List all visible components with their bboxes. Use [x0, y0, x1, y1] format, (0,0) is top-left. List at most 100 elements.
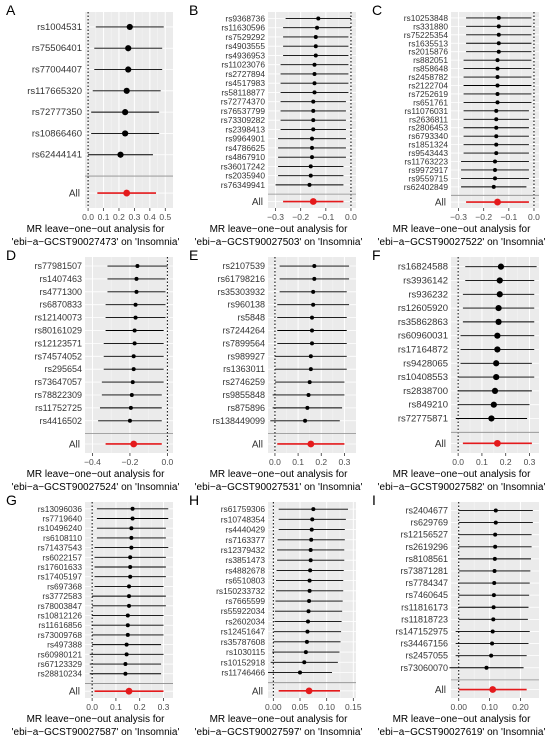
- snp-point: [491, 617, 496, 622]
- snp-point: [310, 517, 315, 522]
- snp-label: rs6108110: [43, 533, 82, 543]
- snp-point: [494, 346, 501, 353]
- x-tick-label: 0.20: [512, 702, 529, 712]
- snp-label: rs138449099: [212, 416, 265, 426]
- overall-point: [493, 439, 501, 447]
- snp-label: rs10152918: [221, 657, 266, 667]
- plot-background: [85, 12, 173, 208]
- snp-label: rs73009768: [38, 630, 83, 640]
- snp-point: [128, 555, 133, 560]
- snp-label: rs936232: [408, 289, 448, 300]
- overall-label: All: [69, 189, 80, 200]
- snp-point: [134, 276, 139, 281]
- snp-label: rs77981507: [34, 261, 82, 271]
- x-tick-label: 0.2: [113, 212, 125, 222]
- snp-point: [491, 605, 496, 610]
- snp-label: rs60980121: [38, 649, 83, 659]
- snp-point: [493, 520, 498, 525]
- snp-label: rs34467156: [400, 639, 448, 649]
- snp-label: rs67123329: [38, 659, 83, 669]
- snp-label: rs72777350: [32, 107, 82, 118]
- overall-point: [305, 687, 313, 695]
- snp-label: rs295654: [44, 364, 82, 374]
- snp-point: [133, 315, 138, 320]
- snp-point: [493, 544, 498, 549]
- snp-point: [311, 127, 316, 132]
- snp-label: rs58118877: [221, 87, 265, 97]
- snp-label: rs62402849: [404, 182, 449, 192]
- snp-label: rs150233732: [216, 586, 265, 596]
- overall-label: All: [435, 439, 446, 450]
- x-axis-title-line: 'ebi−a−GCST90027524' on 'Insomnia': [12, 482, 180, 493]
- snp-point: [307, 182, 312, 187]
- snp-label: rs2458782: [408, 72, 448, 82]
- snp-point: [130, 516, 135, 521]
- snp-label: rs73647057: [34, 377, 82, 387]
- x-tick-label: 0.2: [315, 457, 327, 467]
- snp-label: rs1851324: [408, 140, 448, 150]
- snp-point: [302, 660, 307, 665]
- snp-point: [495, 304, 502, 312]
- snp-point: [305, 629, 310, 634]
- snp-label: rs11076031: [404, 106, 448, 116]
- x-tick-label: 0.05: [292, 702, 309, 712]
- overall-label: All: [252, 686, 263, 697]
- overall-label: All: [252, 197, 263, 208]
- snp-label: rs13096036: [38, 504, 83, 514]
- snp-label: rs2727894: [225, 69, 265, 79]
- snp-point: [306, 392, 311, 397]
- snp-label: rs7252619: [408, 89, 448, 99]
- x-tick-label: −0.2: [122, 457, 139, 467]
- snp-point: [126, 23, 133, 31]
- snp-label: rs6510803: [225, 576, 265, 586]
- snp-point: [490, 629, 495, 634]
- snp-point: [311, 289, 316, 294]
- x-tick-label: 0.1: [476, 457, 488, 467]
- snp-label: rs629769: [410, 518, 448, 528]
- x-tick-label: 0.0: [269, 457, 281, 467]
- snp-point: [122, 130, 129, 137]
- panel-b: Brs9368736rs11630596rs7529292rs4903555rs…: [189, 2, 362, 248]
- snp-label: rs10812126: [38, 611, 83, 621]
- snp-label: rs12140073: [34, 313, 82, 323]
- snp-point: [495, 83, 500, 88]
- snp-point: [117, 151, 124, 158]
- snp-point: [484, 665, 489, 670]
- snp-label: rs9972917: [408, 165, 448, 175]
- snp-label: rs12156527: [400, 530, 448, 540]
- snp-label: rs4771300: [39, 287, 82, 297]
- snp-point: [312, 90, 317, 95]
- snp-label: rs12379432: [221, 545, 266, 555]
- snp-point: [128, 405, 133, 410]
- snp-label: rs16824588: [398, 262, 448, 273]
- panel-label: G: [6, 492, 17, 508]
- snp-point: [494, 332, 501, 339]
- plot-background: [451, 257, 539, 453]
- snp-label: rs77004407: [32, 65, 82, 76]
- snp-label: rs4882678: [225, 565, 265, 575]
- snp-point: [493, 508, 498, 513]
- snp-label: rs2404677: [405, 505, 448, 515]
- snp-label: rs62444141: [32, 150, 82, 161]
- x-tick-label: 0.5: [159, 212, 171, 222]
- snp-point: [128, 565, 133, 570]
- snp-label: rs7784347: [405, 578, 448, 588]
- snp-point: [493, 532, 498, 537]
- snp-point: [491, 593, 496, 598]
- snp-label: rs3851473: [225, 555, 265, 565]
- x-tick-label: 0.00: [265, 702, 282, 712]
- snp-label: rs73060070: [400, 663, 448, 673]
- x-axis-title-line: MR leave−one−out analysis for: [27, 224, 166, 235]
- snp-point: [496, 24, 501, 29]
- x-tick-label: 0.15: [345, 702, 362, 712]
- snp-label: rs11752725: [35, 403, 82, 413]
- x-axis-title: MR leave−one−out analysis for 'ebi−a−GCST…: [195, 469, 363, 493]
- snp-label: rs2619296: [405, 542, 448, 552]
- overall-point: [489, 686, 497, 693]
- snp-label: rs2015876: [408, 47, 448, 57]
- snp-point: [496, 41, 501, 46]
